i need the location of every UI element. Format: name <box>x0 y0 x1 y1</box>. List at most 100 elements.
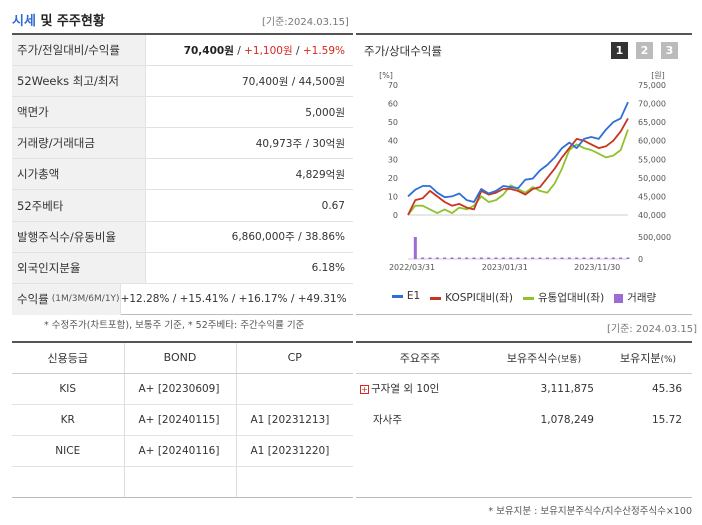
summary-value: 70,400원 / +1,100원 / +1.59% <box>146 43 353 58</box>
volume-bar <box>413 237 417 259</box>
holder-header: 보유주식수(보통) <box>484 342 604 374</box>
right-tick-label: 65,000 <box>638 118 666 127</box>
holder-note: * 보유지분 : 보유지분주식수/지수산정주식수×100 <box>488 506 692 517</box>
summary-value: 0.67 <box>321 199 345 212</box>
holder-header-main: 보유주식수 <box>506 351 558 365</box>
legend-item-volume[interactable]: 거래량 <box>614 290 656 305</box>
summary-value: 4,829억원 <box>295 168 345 181</box>
summary-key: 거래량/거래대금 <box>12 128 146 159</box>
summary-key: 액면가 <box>12 97 146 128</box>
chart-panel: 주가/상대수익률 1 2 3 [%] [원] 70 60 50 40 30 20 10 0 7… <box>356 33 692 315</box>
volume-bar <box>523 257 527 259</box>
volume-bar <box>582 257 586 259</box>
volume-bar <box>443 257 447 259</box>
summary-row-52w: 52Weeks 최고/최저 70,400원 / 44,500원 <box>12 66 353 98</box>
volume-tick-label: 500,000 <box>638 233 671 242</box>
volume-bar <box>509 257 513 259</box>
series-line-retail <box>407 129 629 216</box>
holder-header-sub: (%) <box>660 354 677 365</box>
right-tick-label: 55,000 <box>638 155 666 164</box>
chart-page-2-button[interactable]: 2 <box>636 42 653 59</box>
summary-key: 52Weeks 최고/최저 <box>12 66 146 97</box>
left-tick-label: 20 <box>388 174 398 183</box>
holder-name[interactable]: 구자열 외 10인 <box>371 383 440 396</box>
agency <box>12 466 125 498</box>
summary-row-foreign: 외국인지분율 6.18% <box>12 252 353 284</box>
volume-bar <box>538 257 542 259</box>
summary-key: 주가/전일대비/수익률 <box>12 35 146 66</box>
summary-key-main: 수익률 <box>17 292 49 307</box>
summary-key: 52주베타 <box>12 190 146 221</box>
right-tick-label: 75,000 <box>638 81 666 90</box>
table-row: KR A+ [20240115] A1 [20231213] <box>12 404 353 436</box>
table-row: + 구자열 외 10인 3,111,875 45.36 <box>356 373 692 404</box>
x-tick-label: 2023/01/31 <box>482 263 528 272</box>
credit-rating-table: 신용등급 BOND CP KIS A+ [20230609] KR A+ [20… <box>12 341 353 498</box>
summary-row-marketcap: 시가총액 4,829억원 <box>12 159 353 191</box>
chart-page-3-button[interactable]: 3 <box>661 42 678 59</box>
holder-percent: 15.72 <box>651 413 682 426</box>
series-line-e1 <box>407 101 629 203</box>
expand-plus-icon[interactable]: + <box>360 384 369 394</box>
bond-rating: A+ [20240115] <box>124 404 237 436</box>
credit-header-row: 신용등급 BOND CP <box>12 342 353 374</box>
section-title-rest: 및 주주현황 <box>35 14 105 29</box>
holder-percent <box>604 435 692 466</box>
chart-page-1-button[interactable]: 1 <box>611 42 628 59</box>
legend-label: KOSPI대비(좌) <box>445 292 514 304</box>
relative-return-chart: [%] [원] 70 60 50 40 30 20 10 0 75,000 70,000 65,0… <box>379 71 671 272</box>
volume-bar <box>589 257 593 259</box>
volume-bar <box>479 257 483 259</box>
holder-shares <box>484 466 604 498</box>
legend-label: E1 <box>406 290 421 302</box>
summary-row-volume: 거래량/거래대금 40,973주 / 30억원 <box>12 128 353 160</box>
holder-name <box>356 435 484 466</box>
summary-value: 5,000원 <box>305 106 345 119</box>
holder-shares: 1,078,249 <box>540 413 594 426</box>
volume-bar <box>575 257 579 259</box>
volume-bar <box>597 257 601 259</box>
agency: KIS <box>12 373 125 405</box>
credit-header: BOND <box>124 342 237 374</box>
legend-item-retail[interactable]: 유통업대비(좌) <box>523 290 604 305</box>
table-row: NICE A+ [20240116] A1 [20231220] <box>12 435 353 467</box>
section-title: 시세 및 주주현황 <box>12 10 105 29</box>
chart-base-date: [기준: 2024.03.15] <box>607 324 698 335</box>
holder-header-row: 주요주주 보유주식수(보통) 보유지분(%) <box>356 342 692 374</box>
legend-item-kospi[interactable]: KOSPI대비(좌) <box>430 290 513 305</box>
volume-bar <box>567 257 571 259</box>
volume-bar <box>457 257 461 259</box>
credit-header: 신용등급 <box>12 342 125 374</box>
section-title-highlight: 시세 <box>12 14 36 29</box>
legend-label: 거래량 <box>627 292 657 304</box>
volume-bar <box>560 257 564 259</box>
volume-bar <box>545 257 549 259</box>
summary-row-beta: 52주베타 0.67 <box>12 190 353 222</box>
summary-row-par: 액면가 5,000원 <box>12 97 353 129</box>
left-tick-label: 0 <box>393 211 398 220</box>
volume-bar <box>604 257 608 259</box>
summary-value: 40,973주 / 30억원 <box>255 137 345 150</box>
bond-rating: A+ [20230609] <box>124 373 237 405</box>
left-axis-unit: [%] <box>379 71 393 80</box>
summary-row-price: 주가/전일대비/수익률 70,400원 / +1,100원 / +1.59% <box>12 35 353 67</box>
summary-note: * 수정주가(차트포함), 보통주 기준, * 52주베타: 주간수익률 기준 <box>44 320 305 331</box>
table-row <box>356 435 692 466</box>
agency: KR <box>12 404 125 436</box>
summary-key: 발행주식수/유동비율 <box>12 221 146 252</box>
holder-percent <box>604 466 692 498</box>
separator: / <box>292 44 303 57</box>
summary-row-shares: 발행주식수/유동비율 6,860,000주 / 38.86% <box>12 221 353 253</box>
legend-swatch <box>614 293 624 303</box>
right-tick-label: 50,000 <box>638 174 666 183</box>
volume-bar <box>626 257 630 259</box>
x-tick-label: 2023/11/30 <box>574 263 620 272</box>
summary-row-return: 수익률 (1M/3M/6M/1Y) +12.28% / +15.41% / +16… <box>12 283 353 315</box>
volume-bar <box>494 257 498 259</box>
volume-bar <box>428 257 432 259</box>
volume-bar <box>501 257 505 259</box>
holder-shares: 3,111,875 <box>540 382 594 395</box>
summary-key-sub: (1M/3M/6M/1Y) <box>51 294 120 305</box>
legend-item-e1[interactable]: E1 <box>391 290 421 305</box>
right-tick-label: 70,000 <box>638 100 666 109</box>
